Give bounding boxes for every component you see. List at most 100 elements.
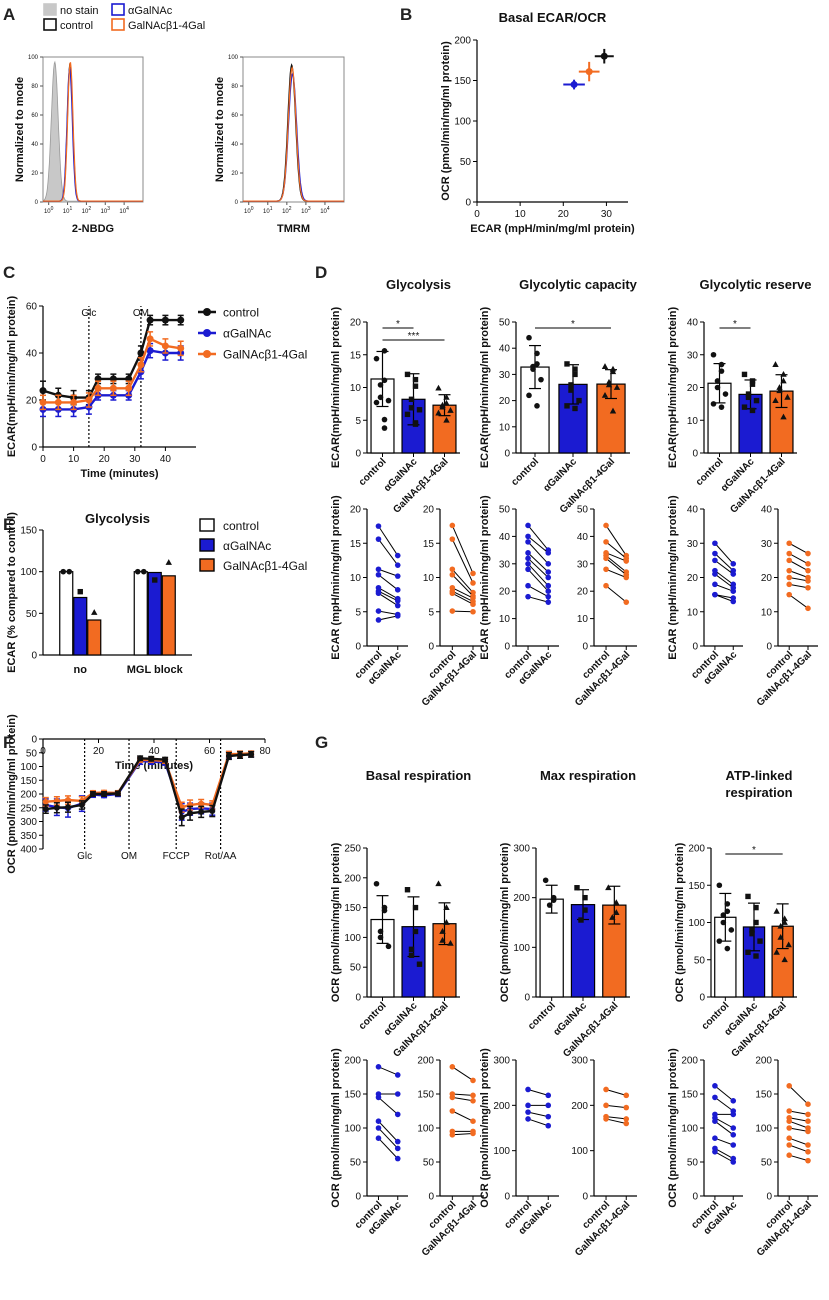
chart-ecar-paired-capacity-pair-line: [527, 568, 549, 592]
chart-ocr-paired-basal-pair-point-after: [394, 1138, 401, 1145]
chart-ocr-time-point-control: [64, 804, 71, 811]
chart-max-respiration-point-square: [574, 885, 580, 891]
chart-glycolytic-reserve-point-circle: [718, 404, 725, 410]
percent-bar--galnac: [147, 571, 162, 656]
chart-ocr-paired-atp-pair-point-before: [712, 1135, 718, 1141]
chart-ocr-time-y-tick-label: 0: [31, 735, 37, 746]
percent-point-circle: [134, 568, 141, 575]
chart-ecar-paired-reserve-pair-line: [714, 559, 734, 575]
chart-glycolysis-significance-label: *: [396, 319, 400, 330]
chart-ocr-paired-basal-pair-point-before: [375, 1064, 382, 1070]
chart-ecar-paired-capacity-pair0-y-tick-label: 20: [499, 587, 511, 598]
chart-ocr-paired-basal-pair-line: [378, 1137, 399, 1159]
chart-ecar-paired-reserve-pair-line: [788, 542, 809, 554]
chart-ocr-paired-atp-pair-point-before: [786, 1125, 792, 1131]
chart-ocr-paired-basal-pair-point-after: [394, 1145, 401, 1152]
chart-ocr-paired-max-pair-line: [527, 1088, 549, 1096]
chart-ocr-paired-atp-pair-point-before: [712, 1094, 718, 1101]
chart-ecar-paired-glycolysis-pair1-y-tick-label: 10: [423, 573, 435, 584]
chart-glycolysis-point-triangle: [443, 393, 450, 400]
chart-ecar-time-y-tick-label: 40: [26, 349, 38, 360]
chart-glycolytic-capacity-point-triangle: [613, 384, 621, 390]
chart-ocr-paired-atp-pair-point-before: [712, 1118, 718, 1124]
chart-basal-respiration-point-triangle: [435, 880, 442, 887]
chart-ecar-paired-reserve-pair-point-before: [786, 574, 792, 581]
chart-ecar-time-point--galnac: [146, 347, 154, 355]
chart-ecar-paired-capacity-pair-line: [527, 552, 549, 573]
chart-atp-linked-respiration-point-triangle: [781, 915, 788, 922]
chart-glycolytic-capacity-point-triangle: [609, 368, 617, 375]
chart-ecar-paired-reserve-pair0-y-tick-label: 10: [687, 607, 699, 618]
chart-glycolysis-point-triangle: [443, 416, 450, 423]
chart-ocr-paired-basal-pair0-y-tick-label: 50: [350, 1158, 362, 1169]
chart-glycolytic-reserve-category-label: GalNAcβ1-4Gal: [728, 456, 787, 515]
chart-ocr-paired-atp-pair-point-after: [805, 1128, 811, 1135]
chart-max-respiration-point-square: [582, 894, 588, 901]
chart-glycolytic-capacity-category-label: αGalNAc: [541, 456, 579, 494]
chart-ocr-paired-atp-pair-point-after: [730, 1125, 737, 1131]
chart-ecar-paired-capacity-pair0-y-tick-label: 0: [504, 642, 510, 653]
chart-atp-linked-respiration-point-triangle: [777, 922, 784, 929]
chart-max-respiration-y-tick-label: 200: [513, 893, 530, 904]
scatter-point-galnac-1-4gal: [585, 68, 593, 76]
chart-atp-linked-respiration-point-circle: [728, 927, 735, 933]
chart-ocr-paired-basal-pair-point-after: [394, 1155, 401, 1162]
chart-ecar-paired-capacity-pair-point-after: [623, 558, 630, 564]
chart-ecar-paired-glycolysis-pair-point-after: [394, 613, 401, 619]
percent-bar-galnac-1-4gal: [161, 575, 176, 656]
chart-ecar-paired-glycolysis-pair0-y-tick-label: 5: [355, 607, 361, 618]
chart-ecar-paired-reserve-pair-point-after: [805, 578, 811, 584]
chart-basal-respiration-point-circle: [377, 928, 384, 935]
chart-ocr-paired-atp-pair-point-after: [805, 1118, 811, 1124]
chart-basal-respiration-y-tick-label: 100: [344, 933, 361, 944]
chart-ecar-paired-glycolysis-pair1-y-tick-label: 15: [423, 539, 435, 550]
chart-ocr-paired-max-pair-point-after: [623, 1092, 630, 1099]
chart-ocr-paired-max-pair-line: [527, 1118, 549, 1127]
percent-point-circle: [60, 568, 67, 575]
histogram-y-tick-label: 80: [231, 84, 238, 90]
histogram-x-tick-label: 102: [82, 206, 92, 215]
chart-ocr-time-point-control: [137, 755, 144, 762]
percent-point-circle: [66, 568, 73, 575]
chart-glycolysis-point-triangle: [439, 403, 446, 410]
chart-max-respiration-point-triangle: [613, 909, 620, 915]
chart-ocr-paired-atp-pair1-y-tick-label: 100: [755, 1124, 772, 1135]
chart-ocr-paired-atp-pair-line: [714, 1120, 734, 1136]
chart-ecar-paired-capacity-pair-line: [527, 536, 549, 554]
histogram-x-tick-label: 101: [63, 206, 73, 215]
chart-ecar-paired-glycolysis-pair-line: [452, 592, 474, 605]
chart-ocr-paired-max-pair-line: [605, 1088, 627, 1096]
chart-ocr-paired-basal-pair-point-before: [375, 1118, 382, 1124]
histogram-x-tick-label: 100: [244, 206, 254, 215]
chart-ecar-paired-reserve-pair0-y-tick-label: 40: [687, 505, 699, 516]
legend-swatch--galnac: [199, 538, 215, 552]
chart-ecar-paired-reserve-pair-point-before: [786, 581, 792, 588]
chart-basal-respiration-title: Basal respiration: [366, 768, 472, 783]
histogram-y-tick-label: 100: [28, 55, 39, 61]
chart-ecar-time-x-tick-label: 20: [99, 454, 111, 465]
chart-ecar-paired-reserve-pair-point-before: [786, 567, 792, 574]
chart-ocr-paired-basal-pair-line: [378, 1097, 399, 1115]
chart-ocr-time-point-control: [248, 751, 255, 758]
scatter-x-tick-label: 0: [474, 209, 480, 220]
histogram-y-label: Normalized to mode: [14, 77, 26, 182]
chart-ecar-paired-reserve-pair-point-before: [786, 550, 792, 557]
chart-glycolytic-capacity-point-circle: [526, 334, 532, 341]
chart-ocr-paired-max-pair0-y-tick-label: 0: [504, 1192, 510, 1203]
chart-glycolytic-capacity-y-tick-label: 0: [504, 449, 510, 460]
chart-glycolysis-y-label: ECAR(mpH/min/mg/ml protein): [330, 307, 342, 469]
chart-ecar-paired-capacity-pair-point-before: [525, 555, 531, 562]
chart-ocr-time-point-control: [148, 755, 155, 762]
chart-ecar-paired-capacity-pair-point-after: [545, 599, 552, 605]
chart-ecar-paired-glycolysis-pair0-y-tick-label: 15: [350, 539, 362, 550]
chart-ecar-paired-glycolysis-pair-point-after: [394, 562, 401, 568]
histogram-x-tick-label: 101: [263, 206, 273, 215]
chart-ecar-time: Glc OM 0 20 40 60 ECAR(mpH/min/mg/ml protein) 0…: [6, 296, 307, 480]
chart-glycolytic-reserve-point-circle: [718, 361, 725, 368]
chart-ocr-paired-basal-pair-point-after: [470, 1098, 476, 1104]
chart-ecar-paired-reserve-pair-point-before: [712, 591, 718, 598]
chart-glycolytic-capacity-point-square: [572, 371, 578, 378]
